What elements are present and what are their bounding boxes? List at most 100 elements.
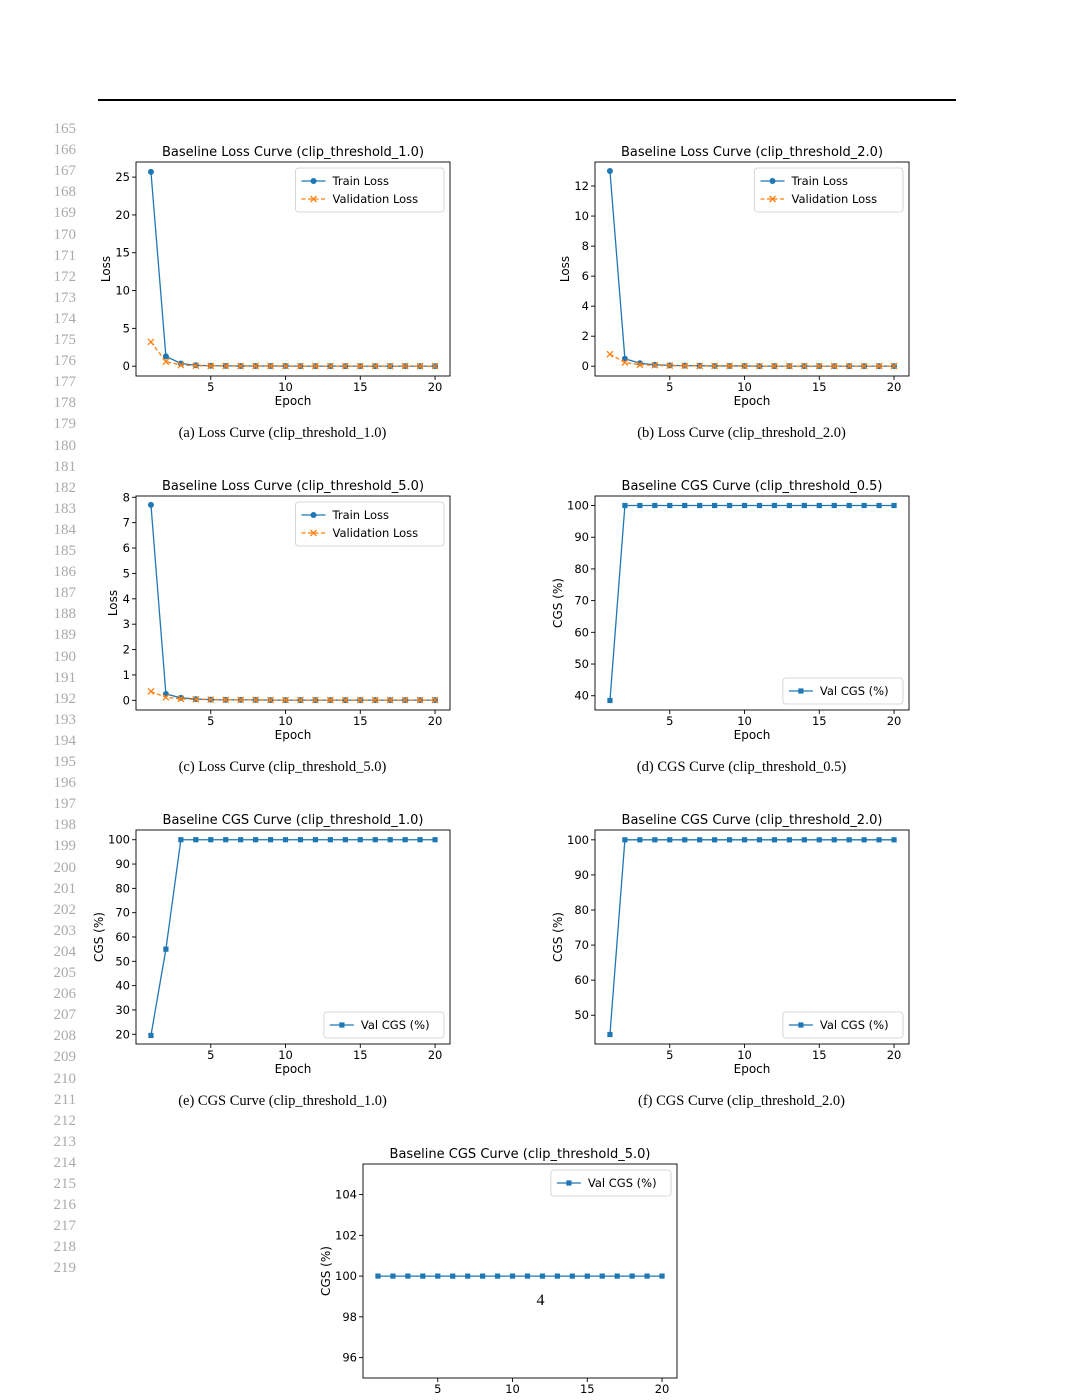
legend-label: Train Loss [332,174,389,188]
line-number: 190 [53,648,77,665]
legend-box [295,501,445,547]
y-tick-label: 2 [123,643,130,657]
chart-loss-clip-2: Baseline Loss Curve (clip_threshold_2.0)… [558,145,910,408]
x-axis-label: Epoch [734,728,771,742]
line-number: 202 [53,901,77,918]
header-rule [98,99,956,101]
figure-f: Baseline CGS Curve (clip_threshold_2.0) 5… [551,808,924,1113]
line-number: 166 [53,142,77,159]
data-point [237,362,245,370]
data-point [815,362,823,370]
y-tick-label: 100 [335,1269,357,1283]
data-point [637,502,643,509]
data-point [876,502,882,509]
line-number: 207 [53,1007,77,1024]
x-tick-label: 5 [666,714,673,728]
line-number: 183 [53,500,77,517]
y-tick-label: 96 [342,1351,357,1365]
line-number: 204 [53,943,77,960]
data-point [891,502,897,509]
line-number: 198 [53,817,77,834]
x-tick-label: 5 [207,380,214,394]
x-tick-label: 10 [278,714,293,728]
data-point [741,837,748,843]
data-point [401,696,409,704]
subcaption-b: (b) Loss Curve (clip_threshold_2.0) [637,425,846,441]
data-point [193,837,199,843]
data-point [326,362,334,370]
data-point [830,362,838,370]
data-point [816,837,822,843]
line-number: 174 [53,310,77,327]
x-tick-label: 10 [737,1048,752,1062]
chart-title: Baseline CGS Curve (clip_threshold_1.0) [163,813,424,828]
figure-b: Baseline Loss Curve (clip_threshold_2.0)… [558,140,924,445]
y-tick-label: 60 [115,930,130,944]
data-point [584,1273,590,1279]
data-point [846,502,852,509]
legend-label: Val CGS (%) [361,1018,430,1032]
data-point [237,696,245,704]
line-number: 173 [53,289,77,306]
data-point [861,837,867,843]
x-tick-label: 15 [353,380,368,394]
axes-frame [135,161,451,377]
line-number: 203 [53,922,77,939]
legend-marker [798,1022,804,1028]
chart-cgs-clip-0-5: Baseline CGS Curve (clip_threshold_0.5) 5… [551,479,910,742]
x-tick-label: 15 [580,1382,595,1396]
subcaption-f: (f) CGS Curve (clip_threshold_2.0) [638,1093,845,1109]
data-point [726,837,733,843]
chart-title: Baseline CGS Curve (clip_threshold_2.0) [622,813,883,828]
legend-label: Val CGS (%) [588,1176,657,1190]
line-number: 191 [53,669,77,686]
data-point [253,837,259,843]
y-tick-label: 0 [582,359,589,373]
data-point [771,837,778,843]
data-point [831,837,837,843]
data-point [267,837,274,843]
legend-box [550,1169,672,1197]
legend-label: Validation Loss [333,526,419,540]
line-number: 188 [53,606,77,623]
legend-marker [310,178,317,184]
line-number: 167 [53,163,77,180]
figure-c: Baseline Loss Curve (clip_threshold_5.0)… [100,474,465,779]
subcaption-e: (e) CGS Curve (clip_threshold_1.0) [178,1093,387,1109]
legend-box [782,677,904,705]
data-point [371,696,379,704]
data-point [435,1273,441,1279]
line-number: 165 [53,121,77,137]
line-number: 184 [53,521,77,538]
data-point [148,1032,154,1039]
y-tick-label: 8 [123,490,130,504]
y-tick-label: 70 [574,594,589,608]
data-point [162,353,169,360]
subcaption-d: (d) CGS Curve (clip_threshold_0.5) [636,759,847,775]
line-number: 195 [53,754,77,770]
data-point [771,502,778,509]
y-tick-label: 1 [123,668,130,682]
y-tick-label: 80 [115,881,130,895]
data-point [712,502,718,509]
y-tick-label: 3 [123,617,130,631]
data-point [652,502,658,509]
legend-marker [566,1180,572,1186]
subcaption-a: (a) Loss Curve (clip_threshold_1.0) [178,425,387,441]
data-point [861,502,867,509]
data-point [554,1273,560,1279]
data-point [238,837,244,843]
line-number: 213 [53,1133,77,1150]
line-number: 193 [53,711,77,728]
chart-loss-clip-5: Baseline Loss Curve (clip_threshold_5.0)… [106,479,451,742]
line-number: 168 [53,184,77,201]
data-point [831,502,837,509]
data-point [816,502,822,509]
data-point [636,361,644,369]
y-axis-label: CGS (%) [319,1246,333,1296]
x-tick-label: 15 [812,1048,827,1062]
data-point [267,362,275,370]
y-tick-label: 4 [123,592,130,606]
data-point [192,362,200,370]
chart-loss-clip-1: Baseline Loss Curve (clip_threshold_1.0)… [99,145,451,408]
